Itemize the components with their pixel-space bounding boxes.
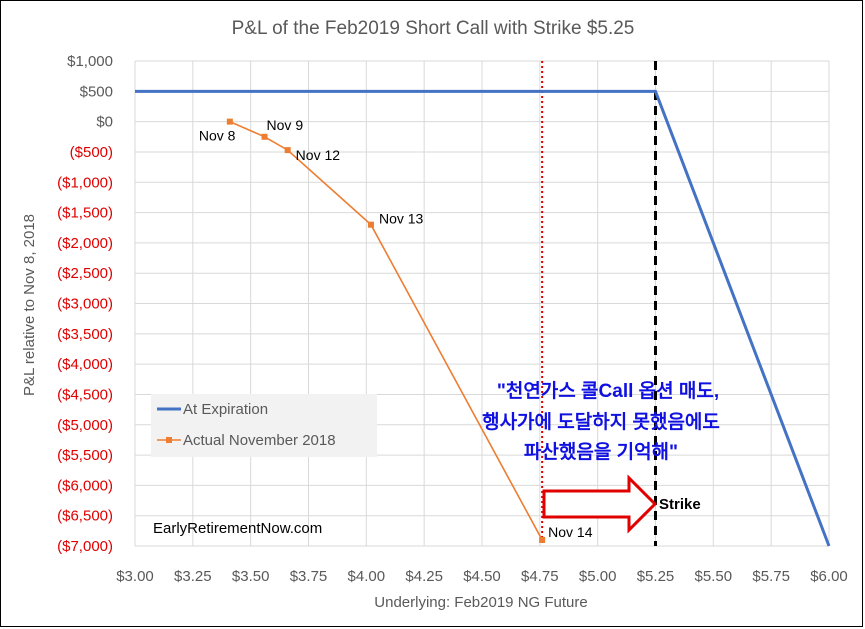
x-axis-title: Underlying: Feb2019 NG Future xyxy=(374,594,587,611)
y-tick-label: $500 xyxy=(80,83,113,100)
y-axis-title: P&L relative to Nov 8, 2018 xyxy=(21,214,38,396)
series-line-expiration xyxy=(135,89,831,547)
y-tick-label: ($3,000) xyxy=(57,296,113,313)
x-tick-label: $3.50 xyxy=(232,568,270,585)
x-tick-label: $4.00 xyxy=(348,568,386,585)
series-line-actual xyxy=(229,120,543,541)
y-tick-label: ($3,500) xyxy=(57,326,113,343)
series-group xyxy=(135,89,831,547)
strike-arrow xyxy=(542,474,658,534)
y-tick-label: ($1,000) xyxy=(57,174,113,191)
legend-label-actual: Actual November 2018 xyxy=(183,432,336,449)
x-tick-label: $4.75 xyxy=(521,568,559,585)
y-tick-label: ($6,500) xyxy=(57,508,113,525)
note-line-2: 행사가에 도달하지 못했음에도 xyxy=(482,411,720,433)
x-tick-label: $3.00 xyxy=(116,568,154,585)
x-tick-label: $5.50 xyxy=(695,568,733,585)
data-point-marker xyxy=(226,118,233,125)
reference-lines xyxy=(541,61,657,546)
korean-note: "천연가스 콜Call 옵션 매도, 행사가에 도달하지 못했음에도 파산했음을… xyxy=(482,380,720,463)
x-tick-label: $4.50 xyxy=(463,568,501,585)
x-tick-label: $5.00 xyxy=(579,568,617,585)
data-point-marker xyxy=(284,147,291,154)
right-arrow-icon xyxy=(542,474,658,534)
data-point-marker xyxy=(539,536,546,543)
y-tick-label: ($5,000) xyxy=(57,417,113,434)
note-line-3: 파산했음을 기억해" xyxy=(524,441,678,463)
y-tick-label: ($5,500) xyxy=(57,447,113,464)
data-label-nov-8: Nov 8 xyxy=(199,128,236,144)
x-tick-label: $5.75 xyxy=(752,568,790,585)
y-axis-ticks: $1,000 $500 $0 ($500) ($1,000) ($1,500) ($2,00… xyxy=(57,53,113,555)
y-tick-label: $0 xyxy=(96,114,113,131)
x-tick-label: $3.75 xyxy=(290,568,328,585)
data-label-nov-12: Nov 12 xyxy=(296,147,341,163)
note-line-1: "천연가스 콜Call 옵션 매도, xyxy=(497,380,719,402)
x-tick-label: $3.25 xyxy=(174,568,212,585)
legend: At Expiration Actual November 2018 xyxy=(151,394,377,457)
x-tick-label: $5.25 xyxy=(637,568,675,585)
y-tick-label: ($4,000) xyxy=(57,356,113,373)
y-tick-label: ($2,500) xyxy=(57,265,113,282)
data-label-nov-14: Nov 14 xyxy=(548,524,593,540)
data-label-nov-13: Nov 13 xyxy=(379,211,424,227)
data-labels: Nov 8 Nov 9 Nov 12 Nov 13 Nov 14 xyxy=(199,117,593,540)
y-tick-label: ($6,000) xyxy=(57,477,113,494)
y-tick-label: ($1,500) xyxy=(57,205,113,222)
data-point-marker xyxy=(261,133,268,140)
legend-marker-actual xyxy=(166,437,172,443)
data-point-marker xyxy=(367,221,374,228)
legend-box xyxy=(151,394,377,457)
x-tick-label: $6.00 xyxy=(810,568,848,585)
x-tick-label: $4.25 xyxy=(405,568,443,585)
y-tick-label: $1,000 xyxy=(67,53,113,70)
strike-label: Strike xyxy=(659,496,701,513)
y-tick-label: ($500) xyxy=(70,144,113,161)
chart-title: P&L of the Feb2019 Short Call with Strik… xyxy=(232,18,635,39)
credit-text: EarlyRetirementNow.com xyxy=(153,520,322,537)
x-axis-ticks: $3.00 $3.25 $3.50 $3.75 $4.00 $4.25 $4.50 $4.75… xyxy=(116,568,848,585)
legend-label-expiration: At Expiration xyxy=(183,401,268,418)
y-tick-label: ($7,000) xyxy=(57,538,113,555)
gridlines xyxy=(134,60,830,547)
y-tick-label: ($2,000) xyxy=(57,235,113,252)
y-tick-label: ($4,500) xyxy=(57,386,113,403)
data-label-nov-9: Nov 9 xyxy=(267,117,304,133)
